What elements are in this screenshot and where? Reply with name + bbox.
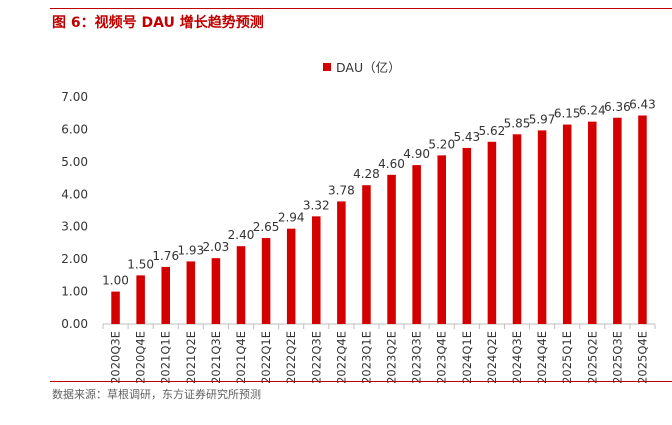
x-tick-label: 2025Q2E: [585, 331, 599, 384]
data-label: 3.78: [328, 183, 355, 197]
data-label: 6.24: [579, 104, 606, 118]
x-tick-label: 2022Q2E: [284, 331, 298, 384]
title-top-rule: [50, 8, 672, 9]
y-tick-label: 0.00: [61, 317, 88, 331]
bar: [286, 228, 296, 324]
bar: [412, 165, 421, 324]
x-tick-label: 2025Q1E: [560, 331, 574, 384]
data-label: 4.90: [403, 147, 430, 161]
bar: [462, 147, 472, 324]
bar: [236, 246, 246, 324]
source-note: 数据来源：草根调研，东方证券研究所预测: [52, 388, 261, 401]
data-label: 4.60: [378, 157, 405, 171]
data-label: 5.20: [428, 137, 455, 151]
bar: [387, 174, 396, 324]
x-tick-label: 2025Q3E: [610, 331, 624, 384]
bar-series: [111, 115, 647, 324]
data-labels: 1.00 1.501.761.932.032.402.652.943.323.78…: [102, 97, 656, 287]
data-label: 5.85: [504, 116, 531, 130]
x-tick-label: 2022Q1E: [259, 331, 273, 384]
y-tick-label: 3.00: [61, 220, 88, 234]
y-tick-label: 1.00: [61, 285, 88, 299]
x-tick-labels: 2020Q3E 2020Q4E 2021Q1E 2021Q2E 2021Q3E 2021Q…: [109, 331, 650, 384]
data-label: 5.97: [529, 112, 556, 126]
bar: [261, 238, 271, 324]
bar: [512, 134, 522, 324]
y-tick-label: 4.00: [61, 187, 88, 201]
x-tick-label: 2025Q4E: [635, 331, 649, 384]
x-tick-label: 2022Q3E: [309, 331, 323, 384]
bar: [537, 130, 547, 324]
legend-swatch: [323, 63, 331, 71]
data-label: 4.28: [353, 167, 380, 181]
legend-label: DAU（亿）: [336, 60, 401, 75]
bar: [487, 141, 497, 324]
data-label: 2.94: [278, 211, 305, 225]
bar: [136, 275, 145, 324]
x-tick-label: 2023Q2E: [385, 331, 399, 384]
y-tick-label: 7.00: [61, 90, 88, 104]
bar: [312, 216, 321, 324]
data-label: 5.62: [479, 124, 506, 138]
x-tick-label: 2021Q1E: [159, 331, 173, 384]
x-tick-label: 2020Q4E: [134, 331, 148, 384]
data-label: 3.32: [303, 198, 330, 212]
x-tick-label: 2021Q3E: [209, 331, 223, 384]
x-tick-label: 2024Q4E: [535, 331, 549, 384]
data-label: 6.43: [629, 97, 656, 111]
bar: [111, 291, 120, 324]
bar: [161, 266, 170, 324]
data-label: 1.50: [127, 257, 154, 271]
bar: [562, 124, 572, 324]
bar: [362, 185, 371, 324]
bar: [437, 155, 446, 324]
legend: DAU（亿）: [323, 60, 401, 75]
y-axis: 0.00 1.00 2.00 3.00 4.00 5.00 6.00 7.00: [61, 90, 88, 331]
bar: [337, 201, 346, 324]
data-label: 5.43: [453, 130, 480, 144]
bar: [211, 258, 221, 324]
x-tick-label: 2023Q1E: [359, 331, 373, 384]
data-label: 6.15: [554, 107, 581, 121]
bar: [638, 115, 647, 324]
x-tick-label: 2021Q4E: [234, 331, 248, 384]
data-label: 1.76: [152, 249, 179, 263]
bar: [613, 117, 622, 324]
data-label: 2.03: [203, 240, 230, 254]
data-label: 6.36: [604, 100, 631, 114]
y-tick-label: 5.00: [61, 155, 88, 169]
data-label: 1.00: [102, 274, 129, 288]
bar: [588, 121, 597, 324]
source-top-rule: [50, 381, 672, 382]
y-tick-label: 2.00: [61, 252, 88, 266]
figure-title: 图 6：视频号 DAU 增长趋势预测: [52, 15, 264, 31]
x-tick-label: 2024Q3E: [510, 331, 524, 384]
x-tick-label: 2020Q3E: [109, 331, 123, 384]
y-tick-label: 6.00: [61, 122, 88, 136]
bar: [186, 261, 196, 324]
x-axis: [102, 323, 656, 329]
data-label: 2.65: [253, 220, 280, 234]
data-label: 2.40: [228, 228, 255, 242]
data-label: 1.93: [177, 243, 204, 257]
x-tick-label: 2024Q2E: [485, 331, 499, 384]
x-tick-label: 2022Q4E: [334, 331, 348, 384]
x-tick-label: 2023Q3E: [410, 331, 424, 384]
x-tick-label: 2023Q4E: [435, 331, 449, 384]
x-tick-label: 2021Q2E: [184, 331, 198, 384]
x-tick-label: 2024Q1E: [460, 331, 474, 384]
